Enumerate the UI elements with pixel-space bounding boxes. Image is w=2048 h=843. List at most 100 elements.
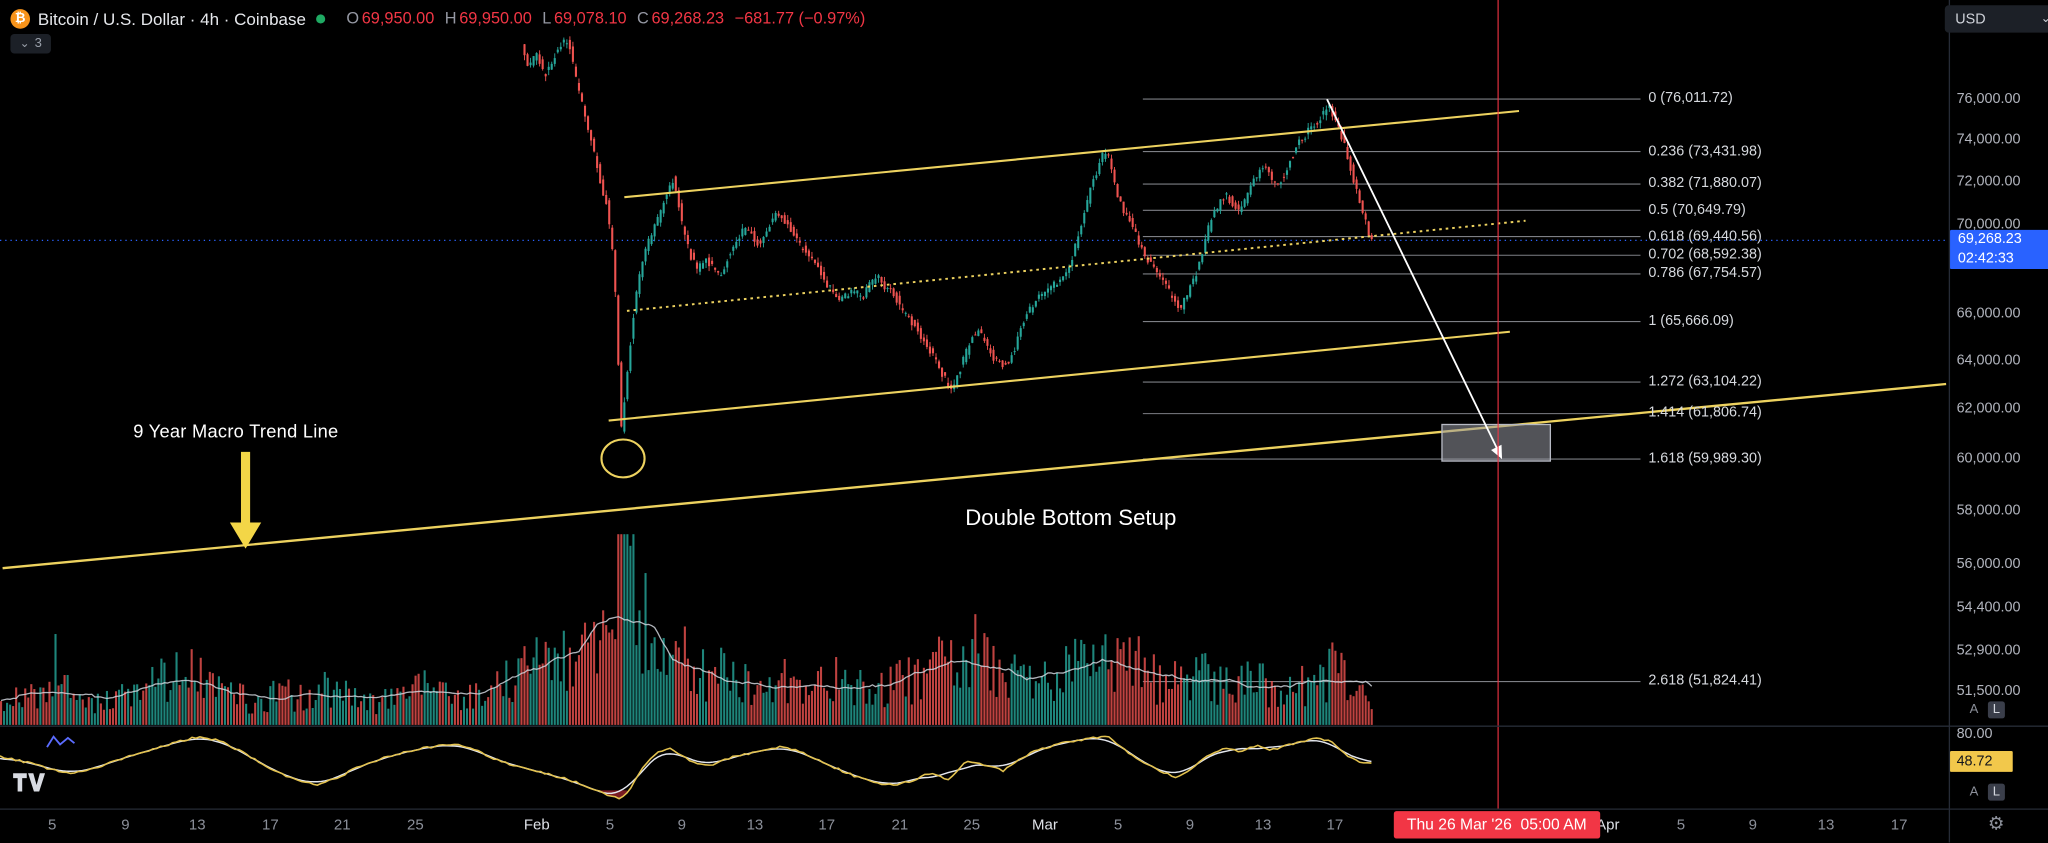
time-tick-label: 5 xyxy=(48,817,57,834)
macro-trendline-label[interactable]: 9 Year Macro Trend Line xyxy=(133,420,339,442)
bar-countdown: 02:42:33 xyxy=(1957,250,2014,267)
low-value: 69,078.10 xyxy=(553,9,627,28)
open-value: 69,950.00 xyxy=(361,9,435,28)
time-tick-label: 25 xyxy=(406,817,424,834)
indicator-scale-label: 80.00 xyxy=(1956,726,1993,742)
currency-selector[interactable]: USD ⌄ xyxy=(1944,5,2048,33)
close-value: 69,268.23 xyxy=(651,9,725,28)
low-label: L xyxy=(542,9,552,28)
time-tick-label: 9 xyxy=(121,817,130,834)
time-tick-label: 13 xyxy=(746,817,764,834)
symbol-title[interactable]: Bitcoin / U.S. Dollar · 4h · Coinbase xyxy=(37,8,306,29)
target-box[interactable] xyxy=(1441,423,1552,462)
time-tick-label: Mar xyxy=(1031,817,1058,834)
macro-arrow-down[interactable] xyxy=(229,451,262,549)
price-tick-label: 60,000.00 xyxy=(1956,450,2021,467)
auto-scale-button[interactable]: A xyxy=(1969,702,1979,718)
drawing-mark[interactable] xyxy=(46,735,76,748)
time-tick-label: 5 xyxy=(1676,817,1686,834)
settings-gear-icon[interactable]: ⚙ xyxy=(1987,812,2005,834)
bottom-highlight-circle[interactable] xyxy=(600,438,646,479)
time-tick-label: 17 xyxy=(818,817,836,834)
price-tick-label: 56,000.00 xyxy=(1956,555,2021,572)
fib-level-label: 1 (65,666.09) xyxy=(1648,313,1734,329)
fib-level-label: 0.618 (69,440.56) xyxy=(1648,228,1762,244)
price-tick-label: 66,000.00 xyxy=(1956,305,2021,322)
fib-level-label: 0.702 (68,592.38) xyxy=(1648,246,1762,263)
price-tick-label: 62,000.00 xyxy=(1956,401,2021,417)
time-tick-label: Feb xyxy=(523,817,550,834)
tradingview-logo[interactable] xyxy=(13,772,46,799)
volume-ma-line xyxy=(0,615,1373,702)
time-tick-label: 21 xyxy=(891,817,909,834)
legend-collapse-button[interactable]: ⌄ 3 xyxy=(10,33,52,54)
market-status-dot xyxy=(316,13,326,23)
rising-dotted-line[interactable] xyxy=(626,219,1526,312)
time-tick-label: 17 xyxy=(1326,817,1344,834)
time-tick-label: 13 xyxy=(1817,817,1835,834)
oscillator-oversold-fill xyxy=(599,790,627,799)
candles xyxy=(523,36,1373,434)
fib-level-label: 0.5 (70,649.79) xyxy=(1648,201,1746,218)
time-tick-label: 25 xyxy=(963,817,981,834)
time-tick-label: 9 xyxy=(677,817,686,834)
last-price-value: 69,268.23 xyxy=(1957,231,2022,247)
price-tick-label: 58,000.00 xyxy=(1956,502,2021,519)
double-bottom-label[interactable]: Double Bottom Setup xyxy=(965,505,1177,531)
channel-top-line[interactable] xyxy=(624,109,1520,199)
oscillator-signal-line xyxy=(0,737,1372,795)
fib-level-label: 2.618 (51,824.41) xyxy=(1648,673,1762,689)
oscillator-main-line xyxy=(0,735,1372,800)
fib-level-label: 1.272 (63,104.22) xyxy=(1648,373,1762,390)
projection-arrowhead xyxy=(1491,444,1503,460)
fib-retracement-lines[interactable] xyxy=(1142,98,1641,683)
price-tick-label: 70,000.00 xyxy=(1956,216,2021,233)
time-tick-label: 5 xyxy=(1113,817,1123,834)
close-label: C xyxy=(637,9,649,28)
price-tick-label: 72,000.00 xyxy=(1956,173,2021,190)
auto-scale-button[interactable]: A xyxy=(1969,784,1979,800)
time-tick-label: 17 xyxy=(1890,817,1908,834)
price-tick-label: 74,000.00 xyxy=(1956,131,2021,148)
volume-bars xyxy=(0,534,1373,725)
fib-level-label: 1.414 (61,806.74) xyxy=(1648,405,1762,421)
bitcoin-icon: ₿ xyxy=(10,8,31,29)
time-tick-label: 13 xyxy=(188,817,206,834)
time-tick-label: 9 xyxy=(1185,817,1195,834)
indicator-value-badge: 48.72 xyxy=(1950,751,2013,772)
price-tick-label: 64,000.00 xyxy=(1956,352,2021,369)
macro-trend-line[interactable] xyxy=(2,382,1947,570)
projection-arrow[interactable] xyxy=(1326,98,1498,449)
chart-legend: ₿ Bitcoin / U.S. Dollar · 4h · Coinbase … xyxy=(10,7,865,31)
indicator-scale-buttons: A L xyxy=(1964,783,2006,801)
time-tick-label: 17 xyxy=(262,817,279,834)
time-tick-label: 13 xyxy=(1254,817,1272,834)
hidden-indicators-count: 3 xyxy=(34,36,42,51)
last-price-badge[interactable]: 69,268.23 02:42:33 xyxy=(1950,229,2048,270)
price-scale-buttons: A L xyxy=(1964,701,2006,719)
high-value: 69,950.00 xyxy=(459,9,532,28)
fib-level-label: 0.236 (73,431.98) xyxy=(1648,143,1762,159)
chevron-down-icon: ⌄ xyxy=(2041,12,2048,25)
time-tick-label: 21 xyxy=(333,817,351,834)
price-tick-label: 52,900.00 xyxy=(1956,642,2021,659)
fib-level-label: 0 (76,011.72) xyxy=(1648,90,1733,107)
time-tick-label: 9 xyxy=(1748,817,1757,834)
future-date-badge: Thu 26 Mar '26 05:00 AM xyxy=(1393,811,1600,839)
volume-ma xyxy=(0,615,1373,702)
price-tick-label: 76,000.00 xyxy=(1956,91,2021,108)
open-label: O xyxy=(346,9,360,28)
fib-level-label: 0.382 (71,880.07) xyxy=(1648,175,1762,192)
chevron-down-icon: ⌄ xyxy=(19,36,30,50)
time-tick-label: Apr xyxy=(1596,817,1620,834)
channel-mid-line[interactable] xyxy=(608,330,1510,422)
log-scale-button[interactable]: L xyxy=(1987,783,2006,801)
change-value: −681.77 (−0.97%) xyxy=(734,9,866,28)
fib-level-label: 0.786 (67,754.57) xyxy=(1648,265,1762,282)
price-tick-label: 51,500.00 xyxy=(1956,683,2021,699)
ohlc-values: O 69,950.00 H 69,950.00 L 69,078.10 C 69,268… xyxy=(336,9,865,27)
log-scale-button[interactable]: L xyxy=(1987,701,2006,719)
price-tick-label: 54,400.00 xyxy=(1956,599,2021,616)
